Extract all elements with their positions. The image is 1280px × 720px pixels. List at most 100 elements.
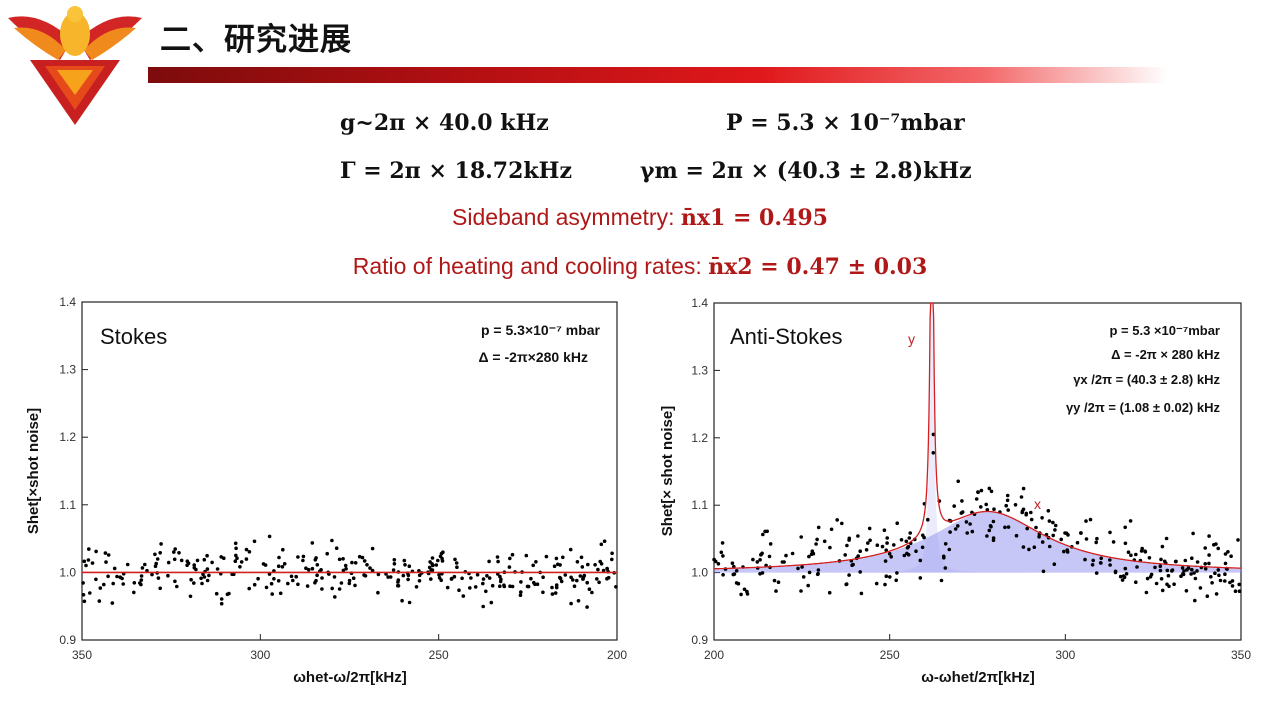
data-point [1079,531,1083,535]
data-point [887,551,892,556]
data-point [256,576,260,581]
data-point [1207,561,1211,566]
data-point [931,432,936,437]
data-point [173,579,177,584]
data-point [172,557,177,562]
data-point [1209,575,1213,579]
annotation-detuning: Δ = -2π×280 kHz [478,349,588,365]
data-point [720,541,725,545]
data-point [1218,578,1223,583]
data-point [835,518,839,522]
x-tick-label: 350 [72,648,92,662]
data-point [829,527,834,532]
data-point [1029,510,1033,515]
data-point [88,591,92,595]
data-point [264,585,269,590]
data-point [261,562,266,566]
data-point [1195,560,1200,564]
data-point [1229,554,1233,558]
data-point [376,572,381,577]
data-point [519,580,523,584]
data-point [776,580,781,584]
data-point [111,581,115,586]
data-point [597,580,601,585]
data-point [487,576,492,580]
data-point [731,572,736,577]
data-point [201,572,205,576]
data-point [1182,569,1186,573]
data-point [1121,574,1126,578]
data-point [219,555,223,559]
data-point [851,562,855,567]
data-point [301,554,306,559]
data-point [739,592,743,597]
data-point [952,504,956,508]
data-point [496,559,500,564]
data-point [1195,569,1199,573]
data-point [166,560,171,565]
data-point [440,559,445,563]
peak-label-y: y [908,331,915,347]
data-point [606,575,611,580]
data-point [1094,571,1099,575]
data-point [847,573,851,577]
data-point [402,558,407,563]
data-point [232,572,236,576]
data-point [595,577,599,581]
data-point [455,565,459,569]
data-point [531,563,535,568]
data-point [1032,545,1037,549]
data-point [334,546,339,550]
data-point [745,589,749,594]
data-point [115,574,119,579]
data-point [524,553,529,558]
data-point [391,568,396,572]
data-point [143,562,147,567]
data-point [1228,580,1232,585]
data-point [94,577,98,582]
data-point [1029,517,1034,522]
peak-label-x: x [1034,496,1041,512]
data-point [1021,545,1026,549]
data-point [460,576,464,581]
data-point [1006,525,1011,529]
data-point [947,547,952,552]
data-point [370,546,375,551]
data-point [1041,569,1046,574]
data-point [1223,552,1228,556]
data-point [1099,556,1103,561]
data-point [1207,534,1211,538]
data-point [1084,519,1088,523]
data-point [554,585,559,590]
data-point [1047,519,1052,523]
y-axis-label: Shet[× shot noise] [659,406,676,536]
data-point [907,536,912,540]
data-point [1223,561,1228,566]
fit-curve [714,302,1241,570]
data-point [234,546,238,551]
data-point [457,588,461,592]
data-point [529,576,533,581]
data-point [985,534,989,538]
data-point [569,601,573,606]
data-point [1190,567,1194,572]
data-point [1006,508,1010,512]
data-point [974,497,979,501]
x-tick-label: 200 [607,648,627,662]
data-point [1180,566,1185,570]
data-point [139,578,144,582]
data-point [192,581,196,585]
y-tick-label: 1.4 [691,296,708,310]
data-point [396,583,400,588]
data-point [1025,526,1029,531]
data-point [1217,573,1221,578]
data-point [552,564,557,568]
x-tick-label: 350 [1231,648,1251,662]
data-point [828,545,832,550]
data-point [559,579,564,584]
data-point [351,576,356,580]
data-point [357,554,362,559]
data-point [282,562,287,566]
data-point [360,555,365,560]
data-point [179,558,184,563]
